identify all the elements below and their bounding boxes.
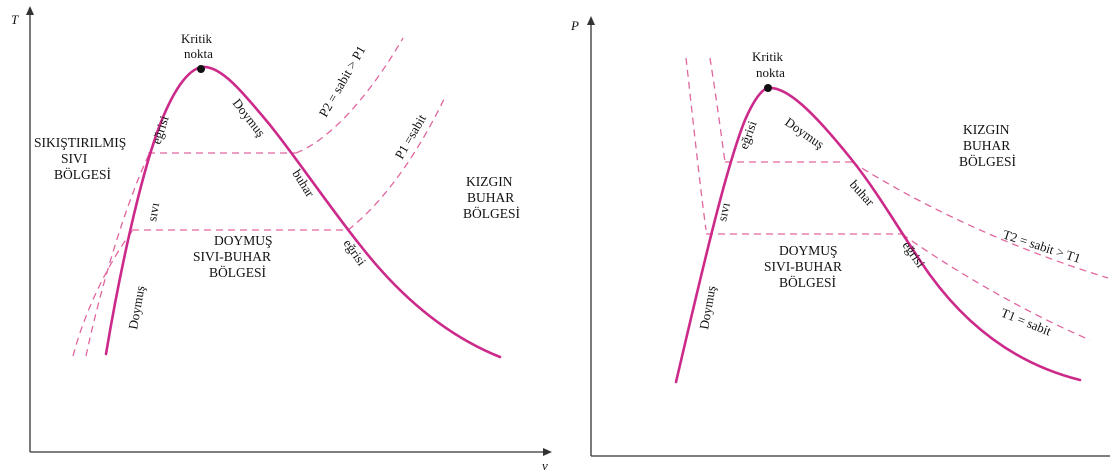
pv-region-superheated-3: BÖLGESİ [959, 154, 1017, 169]
tv-vapor-curve-label-3: eğrisi [341, 236, 370, 269]
pv-isotherm-t2-vapor [851, 161, 1109, 279]
tv-isobar-p2-label: P2 = sabit > P1 [316, 43, 369, 120]
pv-region-mixture-3: BÖLGESİ [779, 275, 837, 290]
tv-region-compressed-1: SIKIŞTIRILMIŞ [34, 135, 126, 150]
tv-y-axis-label: T [11, 12, 19, 27]
pv-liquid-curve-label-2: sıvı [714, 201, 733, 223]
pv-saturation-dome [674, 86, 1082, 384]
pv-y-axis-label: P [570, 18, 579, 33]
pv-region-superheated-2: BUHAR [963, 138, 1010, 153]
pv-region-mixture-2: SIVI-BUHAR [764, 259, 842, 274]
pv-isotherm-t2-liquid [685, 57, 707, 231]
pv-region-superheated-1: KIZGIN [963, 122, 1010, 137]
tv-isobar-p1-liquid [72, 229, 134, 357]
tv-isobar-p2-vapor [295, 37, 404, 154]
tv-x-axis-label: v [542, 458, 548, 473]
pv-isotherm-t2-label: T2 = sabit > T1 [1001, 227, 1083, 266]
tv-critical-label-1: Kritik [181, 31, 213, 46]
pv-vapor-curve-label-1: Doymuş [782, 114, 827, 152]
tv-region-superheated-3: BÖLGESİ [463, 206, 521, 221]
tv-x-axis-arrow [543, 448, 552, 456]
tv-liquid-curve-label-2: sıvı [144, 201, 162, 222]
pv-vapor-curve-label-2: buhar [847, 177, 878, 210]
tv-region-mixture-2: SIVI-BUHAR [193, 249, 271, 264]
tv-region-superheated-2: BUHAR [467, 190, 514, 205]
pv-critical-label-1: Kritik [752, 49, 784, 64]
tv-region-compressed-2: SIVI [61, 151, 88, 166]
tv-y-axis-arrow [26, 6, 34, 15]
tv-region-superheated-1: KIZGIN [466, 174, 513, 189]
tv-liquid-curve-label-3: eğrisi [149, 113, 172, 145]
tv-liquid-curve-label-1: Doymuş [125, 285, 147, 331]
tv-critical-label-2: nokta [184, 46, 213, 61]
pv-liquid-curve-label-1: Doymuş [696, 285, 718, 331]
tv-isobar-p1-vapor [347, 94, 447, 231]
tv-diagram: T v Kritik nokta SIKIŞTIRILMIŞ SIVI BÖLG… [11, 6, 552, 473]
pv-region-mixture-1: DOYMUŞ [779, 243, 838, 258]
pv-isotherm-t1-vapor [901, 233, 1091, 341]
pv-critical-point [764, 84, 772, 92]
tv-region-mixture-3: BÖLGESİ [209, 265, 267, 280]
tv-critical-point [197, 65, 205, 73]
pv-critical-label-2: nokta [756, 65, 785, 80]
pv-y-axis-arrow [587, 16, 595, 25]
tv-region-compressed-3: BÖLGESİ [54, 167, 112, 182]
pv-isotherm-t1-liquid [709, 57, 726, 163]
tv-saturation-dome [104, 65, 502, 359]
pv-diagram: P Kritik nokta KIZGIN BUHAR BÖLGESİ DOYM… [570, 16, 1110, 457]
tv-region-mixture-1: DOYMUŞ [214, 233, 273, 248]
pv-liquid-curve-label-3: eğrisi [736, 118, 760, 151]
tv-isobar-p2-liquid [85, 151, 151, 357]
